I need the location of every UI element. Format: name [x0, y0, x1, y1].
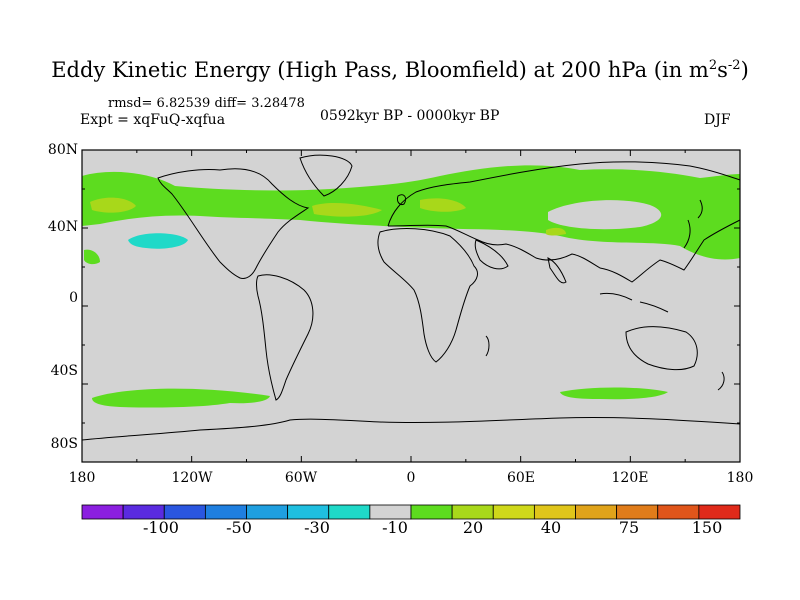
y-tick-label: 40N: [47, 219, 78, 235]
colorbar-swatch: [204, 504, 247, 520]
colorbar-swatch: [657, 504, 700, 520]
y-tick-label: 80S: [50, 436, 78, 452]
colorbar-label: 150: [691, 518, 723, 537]
season-label: DJF: [704, 112, 731, 128]
rmsd-diff-label: rmsd= 6.82539 diff= 3.28478: [108, 96, 305, 111]
colorbar-swatch: [246, 504, 289, 520]
colorbar-swatch: [287, 504, 330, 520]
anomaly-patch-europe: [420, 198, 466, 212]
colorbar-label: -10: [382, 518, 408, 537]
colorbar-swatch: [81, 504, 124, 520]
anomaly-band-north: [82, 165, 740, 260]
colorbar-swatch: [163, 504, 206, 520]
colorbar-label: -100: [143, 518, 179, 537]
y-tick-label: 80N: [47, 142, 78, 158]
colorbar-swatch: [451, 504, 494, 520]
x-tick-label: 60E: [506, 470, 536, 486]
colorbar-swatch: [575, 504, 618, 520]
anomaly-band-south-indian: [560, 387, 668, 400]
x-tick-label: 180: [68, 470, 96, 486]
negative-anomaly-blob: [128, 233, 188, 249]
colorbar-label: -50: [226, 518, 252, 537]
no-change-region-asia: [548, 200, 662, 230]
period-label: 0592kyr BP - 0000kyr BP: [320, 108, 500, 124]
y-tick-label: 0: [69, 290, 78, 306]
colorbar-swatch: [410, 504, 453, 520]
anomaly-patch-pacific: [90, 197, 136, 213]
colorbar-swatch: [533, 504, 576, 520]
x-tick-label: 120E: [611, 470, 649, 486]
y-tick-label: 40S: [50, 363, 78, 379]
colorbar-label: -30: [304, 518, 330, 537]
anomaly-patch-east-asia: [546, 227, 566, 236]
x-tick-label: 60W: [284, 470, 318, 486]
experiment-label: Expt = xqFuQ-xqfua: [80, 112, 226, 128]
chart-title: Eddy Kinetic Energy (High Pass, Bloomfie…: [51, 58, 749, 82]
anomaly-patch-subtropical-pacific: [84, 249, 100, 265]
colorbar-label: 75: [618, 518, 640, 537]
x-tick-label: 180: [726, 470, 754, 486]
colorbar-label: 20: [462, 518, 484, 537]
coastlines: [81, 154, 741, 441]
colorbar-swatch: [492, 504, 535, 520]
axis-ticks: [81, 149, 741, 463]
anomaly-patch-atlantic: [312, 203, 382, 217]
colorbar-swatch: [698, 504, 741, 520]
colorbar-swatch: [616, 504, 659, 520]
x-tick-label: 120W: [171, 470, 213, 486]
x-tick-label: 0: [406, 470, 416, 486]
anomaly-band-south-pacific: [92, 388, 270, 408]
colorbar-label: 40: [540, 518, 562, 537]
colorbar-swatch: [328, 504, 371, 520]
colorbar-swatch: [369, 504, 412, 520]
colorbar-swatch: [122, 504, 165, 520]
colorbar: [81, 504, 741, 520]
